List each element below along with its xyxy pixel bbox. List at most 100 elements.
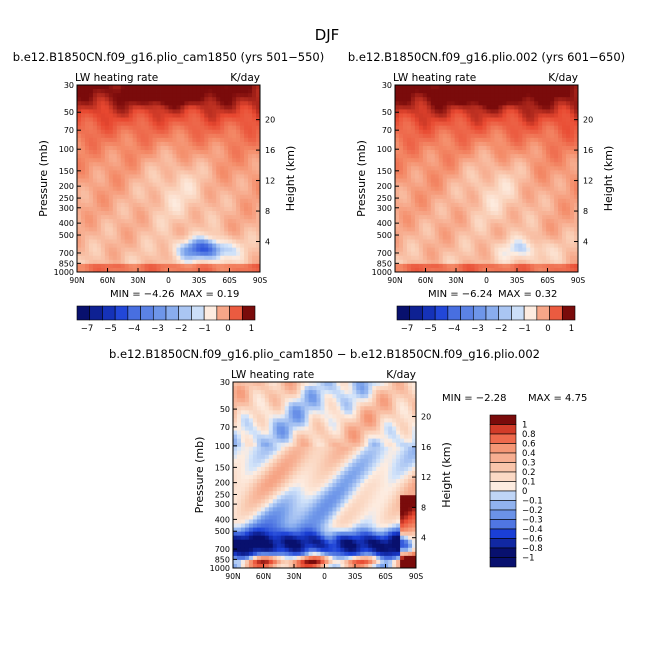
panel2-cell bbox=[550, 113, 555, 118]
panel2-cell bbox=[410, 211, 416, 216]
panel2-cell bbox=[498, 174, 503, 179]
panel2-cell bbox=[410, 235, 416, 240]
panel2-cell bbox=[514, 206, 519, 212]
panel1-cell bbox=[104, 239, 110, 244]
panel2-cell bbox=[514, 255, 519, 261]
panel1-cell bbox=[108, 235, 114, 240]
panel2-cell bbox=[442, 247, 448, 253]
panel1-cell bbox=[77, 227, 82, 232]
panel2-cell bbox=[470, 113, 475, 118]
panel2-cell bbox=[462, 109, 468, 114]
panel3-cell bbox=[272, 507, 278, 512]
panel2-cell bbox=[422, 137, 428, 143]
panel2-cell bbox=[558, 150, 563, 155]
panel3-cell bbox=[233, 458, 238, 464]
panel1-cell bbox=[120, 243, 126, 249]
panel1-cell bbox=[132, 154, 138, 159]
panel2-cell bbox=[442, 211, 448, 216]
panel2-cell bbox=[482, 117, 487, 122]
panel2-cell bbox=[478, 227, 483, 232]
panel1-cell bbox=[176, 247, 181, 253]
panel2-cell bbox=[430, 137, 436, 143]
panel1-cell bbox=[116, 85, 122, 90]
panel1-cell bbox=[188, 89, 193, 94]
panel1-cell bbox=[168, 137, 173, 143]
panel2-cell bbox=[538, 93, 543, 98]
panel2-cell bbox=[506, 255, 511, 261]
panel1-min: MIN = −4.26 bbox=[110, 289, 174, 300]
panel1-cell bbox=[84, 93, 90, 98]
panel1-cell bbox=[184, 247, 189, 253]
panel2-cell bbox=[430, 215, 436, 220]
panel1-cell bbox=[108, 145, 114, 151]
panel2-cell bbox=[438, 219, 444, 224]
panel1-cell bbox=[224, 211, 229, 216]
panel1-cell bbox=[124, 206, 130, 212]
panel1-cell bbox=[188, 170, 193, 175]
panel1-cell bbox=[208, 215, 213, 220]
panel1-cell bbox=[204, 247, 209, 253]
panel1-cell bbox=[196, 133, 201, 139]
panel1-ptick-label: 70 bbox=[64, 126, 74, 135]
panel1-cell bbox=[120, 93, 126, 98]
panel2-cell bbox=[462, 219, 468, 224]
panel2-cell bbox=[506, 235, 511, 240]
panel2-cell bbox=[510, 97, 515, 102]
panel1-cell bbox=[160, 215, 165, 220]
panel1-cell bbox=[244, 166, 249, 171]
panel1-cell bbox=[88, 178, 94, 183]
panel2-cell bbox=[494, 247, 499, 253]
panel2-cell bbox=[514, 211, 519, 216]
panel2-cell bbox=[486, 141, 491, 147]
panel2-cell bbox=[438, 150, 444, 155]
panel2-colorbar-label: 1 bbox=[569, 324, 574, 334]
panel1-cell bbox=[252, 113, 257, 118]
panel1-cell bbox=[232, 154, 237, 159]
panel2-cell bbox=[395, 186, 400, 192]
panel2-cell bbox=[430, 97, 436, 102]
panel2-cell bbox=[486, 198, 491, 204]
panel1-cell bbox=[216, 170, 221, 175]
panel2-cell bbox=[438, 141, 444, 147]
panel1-cell bbox=[168, 129, 173, 135]
panel1-cell bbox=[164, 239, 169, 244]
panel2-cell bbox=[494, 166, 499, 171]
panel1-cell bbox=[128, 263, 134, 269]
panel1-cell bbox=[96, 186, 102, 192]
panel3-cell bbox=[240, 442, 246, 448]
panel1-cell bbox=[240, 247, 245, 253]
panel1-cell bbox=[92, 194, 98, 200]
panel1-cell bbox=[176, 215, 181, 220]
panel2-cell bbox=[566, 235, 571, 240]
panel1-cell bbox=[164, 178, 169, 183]
panel2-cell bbox=[510, 85, 515, 90]
panel1-cell bbox=[244, 101, 249, 106]
panel1-cell bbox=[160, 158, 165, 163]
panel2-cell bbox=[490, 89, 495, 94]
panel1-cell bbox=[196, 97, 201, 102]
panel2-cell bbox=[462, 141, 468, 147]
panel1-cell bbox=[152, 137, 157, 143]
panel1-cell bbox=[220, 121, 225, 127]
panel2-ptick-label: 150 bbox=[377, 167, 392, 176]
panel3-cell bbox=[284, 390, 290, 395]
panel1-cell bbox=[112, 255, 118, 261]
panel2-cell bbox=[554, 231, 559, 236]
panel1-colorbar-box bbox=[89, 305, 103, 321]
panel2-cell bbox=[430, 154, 436, 159]
panel2-cell bbox=[570, 239, 575, 244]
panel3-cell bbox=[252, 475, 258, 480]
panel2-cell bbox=[498, 113, 503, 118]
panel2-xtick-label: 90S bbox=[571, 276, 586, 285]
panel1-cell bbox=[84, 198, 90, 204]
panel2-cell bbox=[458, 267, 464, 273]
panel2-cell bbox=[510, 251, 515, 257]
panel2-cell bbox=[502, 178, 507, 183]
panel1-cell bbox=[204, 145, 209, 151]
panel1-cell bbox=[244, 231, 249, 236]
panel2-cell bbox=[418, 105, 424, 110]
panel1-cell bbox=[108, 243, 114, 249]
panel1-cell bbox=[164, 89, 169, 94]
panel1-cell bbox=[77, 263, 82, 269]
panel2-colorbar-box bbox=[561, 305, 576, 321]
